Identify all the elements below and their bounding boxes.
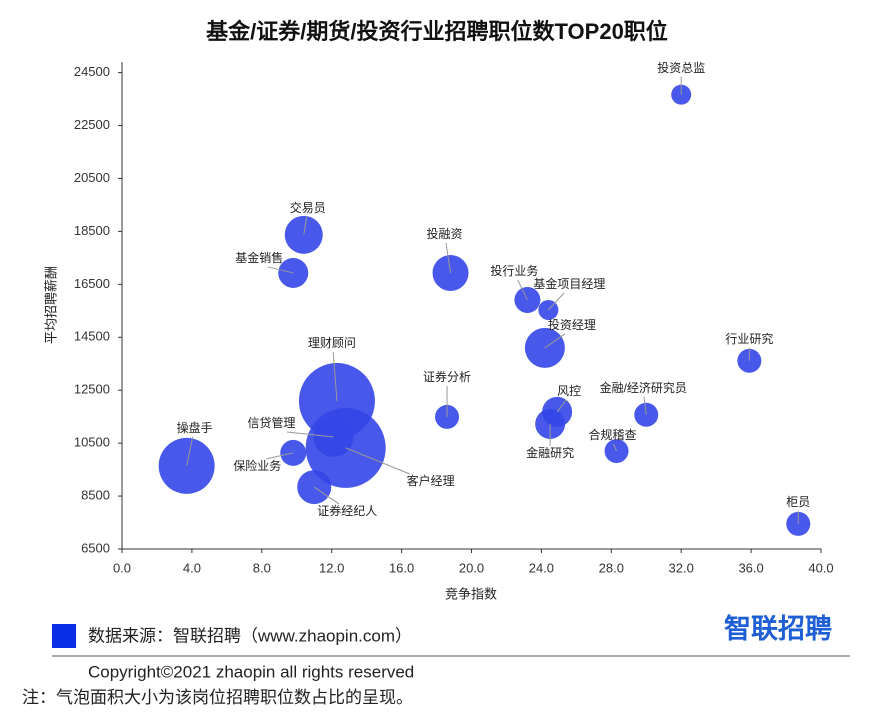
y-tick-label: 14500 — [74, 329, 110, 344]
leader-line — [517, 279, 528, 301]
leader-line — [556, 399, 567, 413]
bubble-label: 证券经纪人 — [317, 503, 377, 518]
y-tick-label: 20500 — [74, 170, 110, 185]
bubble-label: 投资总监 — [657, 60, 705, 75]
y-tick-label: 12500 — [74, 382, 110, 397]
x-tick-label: 8.0 — [253, 560, 271, 575]
bubble-label: 证券分析 — [423, 369, 471, 384]
y-tick-label: 24500 — [74, 64, 110, 79]
source: 数据来源：智联招聘（www.zhaopin.com） — [88, 626, 412, 645]
chart-title: 基金/证券/期货/投资行业招聘职位数TOP20职位 — [206, 19, 668, 44]
y-tick-label: 6500 — [81, 540, 110, 555]
legend-swatch — [52, 624, 76, 648]
x-tick-label: 20.0 — [459, 560, 484, 575]
leader-line — [445, 242, 452, 274]
bubble-label: 交易员 — [290, 200, 326, 215]
x-axis-title: 竞争指数 — [445, 586, 497, 601]
bubble-label: 信贷管理 — [247, 415, 295, 430]
x-tick-label: 32.0 — [669, 560, 694, 575]
bubble-label: 基金销售 — [235, 250, 283, 265]
x-tick-label: 0.0 — [113, 560, 131, 575]
x-tick-label: 40.0 — [808, 560, 833, 575]
bubble-label: 行业研究 — [725, 331, 773, 346]
x-tick-label: 24.0 — [529, 560, 554, 575]
leader-line — [266, 452, 294, 460]
leader-line — [313, 486, 340, 505]
x-tick-label: 16.0 — [389, 560, 414, 575]
leader-line — [303, 216, 308, 235]
x-tick-label: 12.0 — [319, 560, 344, 575]
x-tick-label: 36.0 — [738, 560, 763, 575]
bubble-label: 保险业务 — [233, 458, 281, 473]
x-tick-label: 28.0 — [599, 560, 624, 575]
bubble-label: 理财顾问 — [308, 336, 356, 350]
leader-line — [613, 443, 618, 452]
x-tick-label: 4.0 — [183, 560, 201, 575]
bubble-label: 基金项目经理 — [533, 276, 605, 291]
leader-line — [332, 352, 338, 402]
bubble-label: 投融资 — [427, 226, 463, 241]
note: 注：气泡面积大小为该岗位招聘职位数占比的呈现。 — [22, 688, 413, 707]
bubble-label: 金融/经济研究员 — [600, 380, 687, 395]
bubble-label: 合规稽查 — [589, 427, 637, 442]
y-tick-label: 18500 — [74, 223, 110, 238]
bubble-label: 金融研究 — [526, 445, 574, 460]
leader-line — [286, 431, 334, 438]
leader-line — [643, 396, 647, 415]
leader-line — [544, 333, 566, 349]
bubble-label: 客户经理 — [407, 473, 455, 488]
bubble-label: 投资经理 — [548, 317, 596, 332]
y-axis-title: 平均招聘薪酬 — [43, 266, 58, 344]
leader-line — [267, 266, 294, 274]
y-tick-label: 22500 — [74, 117, 110, 132]
bubble-label: 投行业务 — [490, 263, 538, 278]
logo: 智联招聘 — [724, 614, 832, 644]
bubble-label: 风控 — [557, 384, 581, 398]
y-tick-label: 10500 — [74, 435, 110, 450]
leader-line — [186, 436, 194, 466]
y-tick-label: 16500 — [74, 276, 110, 291]
bubble-label: 柜员 — [786, 495, 810, 509]
leader-line — [345, 447, 410, 475]
bubble-label: 操盘手 — [177, 420, 213, 435]
y-tick-label: 8500 — [81, 488, 110, 503]
leader-line — [548, 292, 565, 311]
copyright: Copyright©2021 zhaopin all rights reserv… — [88, 662, 414, 681]
